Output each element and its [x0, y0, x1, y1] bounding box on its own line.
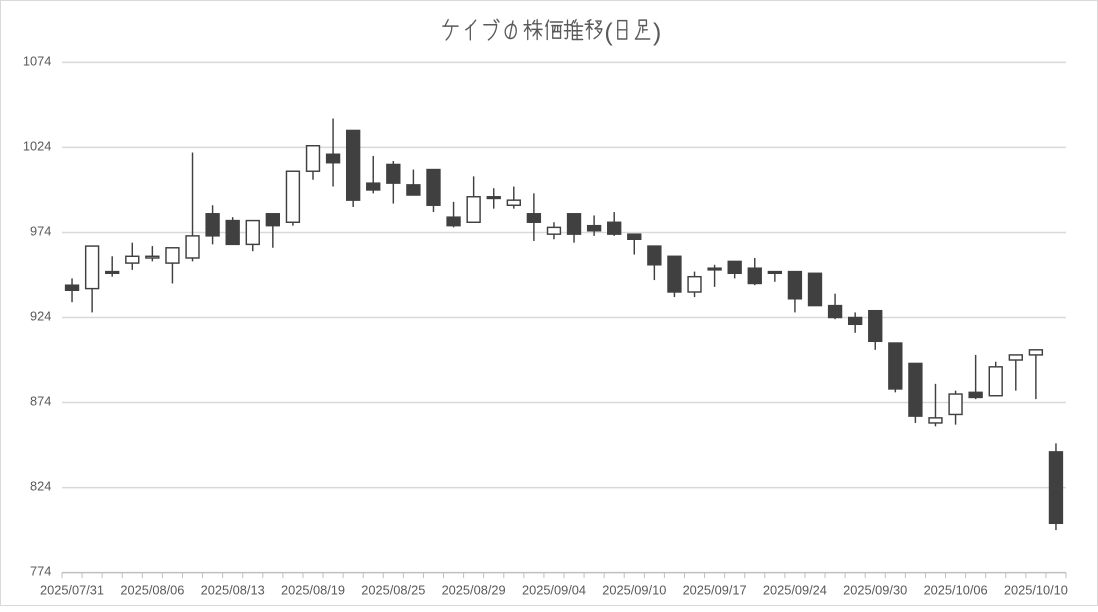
svg-text:2025/10/06: 2025/10/06	[924, 582, 988, 597]
svg-text:974: 974	[30, 224, 51, 239]
svg-text:774: 774	[30, 564, 51, 579]
svg-text:2025/09/30: 2025/09/30	[843, 582, 907, 597]
svg-text:1024: 1024	[23, 138, 51, 153]
svg-text:2025/08/06: 2025/08/06	[120, 582, 184, 597]
svg-text:2025/08/19: 2025/08/19	[281, 582, 345, 597]
svg-text:874: 874	[30, 394, 51, 409]
svg-text:2025/07/31: 2025/07/31	[40, 582, 104, 597]
svg-text:2025/08/25: 2025/08/25	[361, 582, 425, 597]
svg-text:): )	[653, 19, 661, 47]
svg-text:2025/08/29: 2025/08/29	[442, 582, 506, 597]
svg-text:(: (	[604, 19, 613, 47]
svg-text:2025/09/10: 2025/09/10	[602, 582, 666, 597]
svg-text:824: 824	[30, 479, 51, 494]
svg-text:2025/10/10: 2025/10/10	[1004, 582, 1068, 597]
svg-text:1074: 1074	[23, 53, 51, 68]
svg-text:924: 924	[30, 309, 51, 324]
svg-text:2025/09/17: 2025/09/17	[683, 582, 747, 597]
svg-text:2025/09/04: 2025/09/04	[522, 582, 586, 597]
svg-text:2025/09/24: 2025/09/24	[763, 582, 827, 597]
svg-text:2025/08/13: 2025/08/13	[201, 582, 265, 597]
